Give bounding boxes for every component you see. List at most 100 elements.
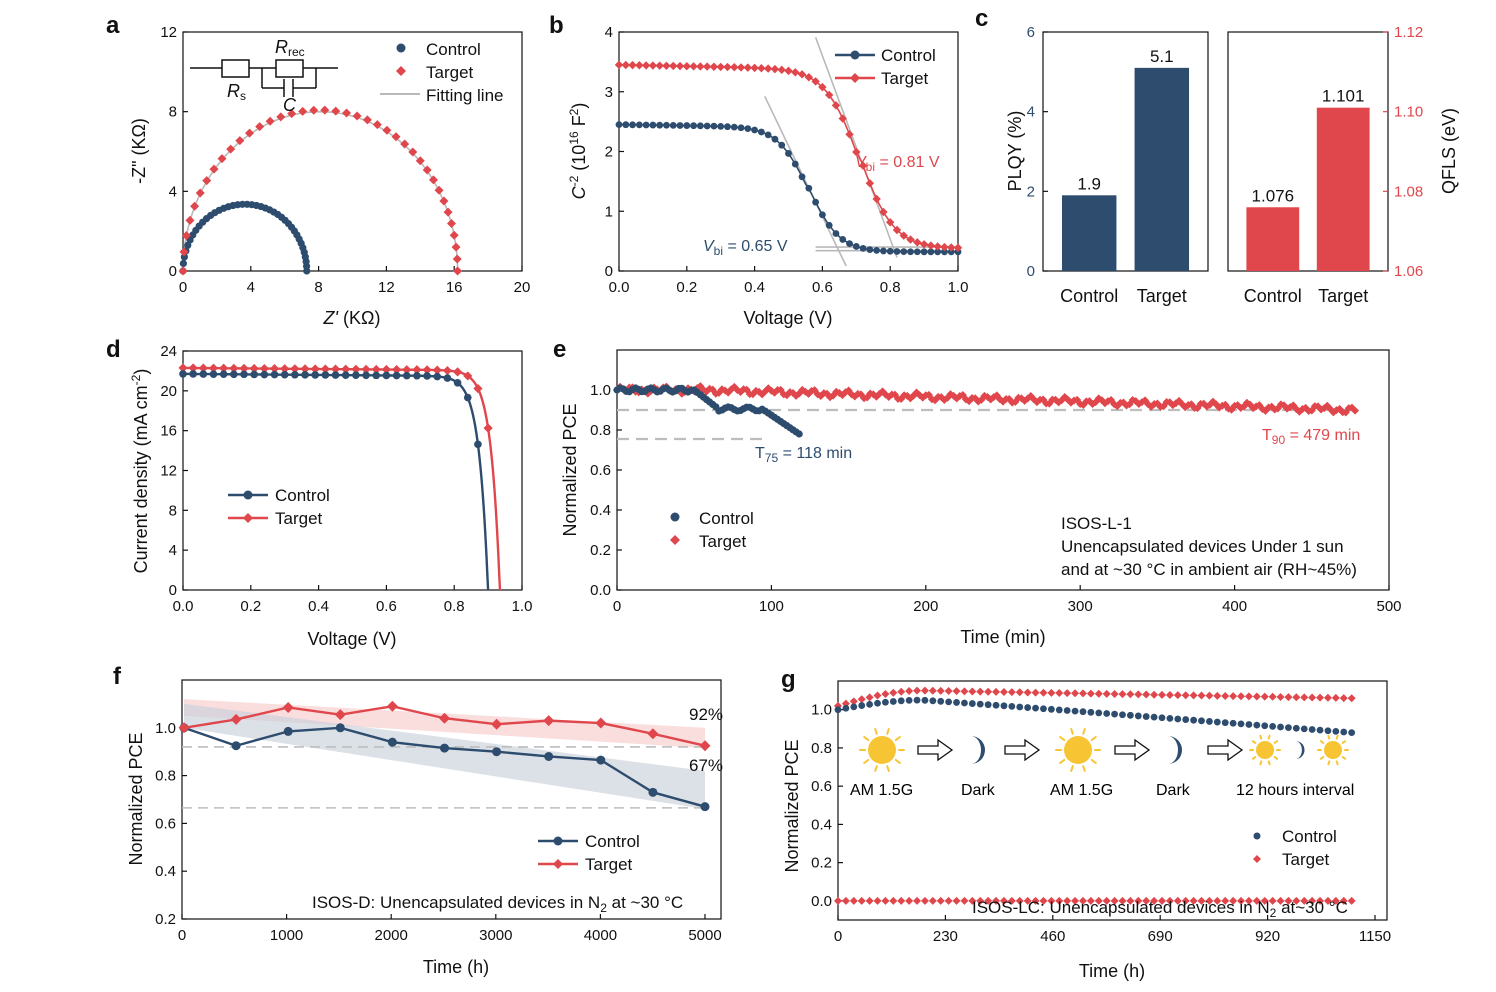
data-point-target-dark [1189,896,1198,905]
data-point-target-dark [1221,896,1230,905]
circuit-label-rrec: Rrec [275,37,305,59]
equivalent-circuit-diagram [190,59,338,97]
y-tick-label: 0 [1027,263,1035,280]
panel-c: c 0 2 4 6 1.9 Control 5.1 Target 1.06 1.08 1.10 1.… [975,5,1459,306]
data-point-control [352,371,360,380]
bar-left-target [1134,67,1190,271]
data-point-target [857,695,866,704]
t75-label: T75 = 118 min [755,445,852,465]
data-point-control [696,122,704,130]
arrow-icon [1114,738,1151,762]
data-point-control [649,121,657,129]
data-point-target [1284,693,1293,702]
data-point-control [905,696,913,704]
data-point-target [968,687,977,696]
data-point-target [371,364,381,375]
data-point-control [947,248,955,256]
y-tick-label: 16 [160,423,177,440]
data-point-target [1173,691,1182,700]
data-point-target [330,364,341,374]
data-point-control [1292,724,1300,732]
data-point-target-dark [960,896,969,905]
cycle-label-3: AM 1.5G [1050,782,1113,799]
data-point-control [622,121,630,129]
data-point-target-dark [1181,896,1190,905]
data-point-target [452,367,463,377]
data-point-target [1316,693,1325,702]
data-point-target [208,363,219,373]
data-point-target [249,363,259,374]
data-point-target [906,235,915,244]
x-tick-label: 0 [834,928,842,945]
y-tick-label: 1.10 [1394,104,1423,121]
data-point-target [451,242,461,252]
data-point-target [422,365,432,375]
data-point-control [1316,726,1324,734]
data-point-control [953,699,960,706]
data-point-control [219,370,228,379]
y-tick-label: 4 [169,183,177,200]
data-point-target [881,690,890,699]
legend-target-label: Target [1282,850,1330,869]
data-point-target [245,128,255,138]
data-point-target [852,147,861,157]
x-tick-label: 500 [1376,598,1401,615]
data-point-control [1237,720,1245,728]
data-point-target [865,693,874,702]
data-point-target [699,740,711,752]
y-tick-label: 1.08 [1394,183,1423,200]
target-end-label: 92% [689,705,723,724]
data-point-control [1103,710,1111,717]
data-point-control [785,150,792,157]
data-point-control [230,370,238,379]
panel-e-xlabel: Time (min) [960,627,1045,647]
data-point-target-dark [1268,896,1277,905]
x-tick-label: 0 [179,279,187,296]
data-point-control [443,374,452,382]
data-point-control [1040,705,1047,713]
legend-target-label: Target [275,509,323,528]
data-point-target [953,243,963,252]
panel-c-left-frame [1042,31,1209,272]
data-point-target [1086,689,1095,698]
data-point-target [185,215,195,225]
y-tick-label: 12 [160,24,177,41]
sun-icon [1249,734,1281,766]
data-point-target [1150,690,1159,699]
bar-value-label: 1.076 [1252,186,1295,205]
data-point-control [832,230,840,237]
data-point-target [944,687,953,696]
data-point-control [596,755,606,765]
data-point-target [195,188,205,198]
data-point-control [189,370,197,378]
data-point-control [907,248,914,256]
data-point-target-dark [1173,896,1182,905]
x-tick-label: 16 [446,279,463,296]
data-point-target-dark [999,896,1008,905]
data-point-control [751,126,758,134]
y-tick-label: 2 [1027,183,1035,200]
y-tick-label: 0.4 [590,502,611,519]
data-point-control [929,697,937,705]
data-point-target [976,687,985,696]
data-point-target-dark [928,896,937,905]
x-tick-label: 20 [514,279,531,296]
data-point-target-dark [873,896,882,905]
data-point-target [259,363,269,374]
data-point-control [1150,713,1158,721]
data-point-target [628,60,637,70]
x-tick-label: 0.0 [609,279,630,296]
data-point-control [886,247,894,255]
data-point-control [805,184,813,192]
data-point-target-dark [1205,896,1214,905]
data-point-target [300,364,310,374]
t90-label: T90 = 479 min [1262,427,1360,447]
y-tick-label: 3 [605,84,613,101]
data-point-control [180,253,188,261]
x-tick-label: 12 [378,279,395,296]
panel-a-frame [182,31,523,272]
data-point-control [839,236,847,243]
data-point-target [235,136,245,146]
data-point-target [1300,693,1309,702]
data-point-control [825,221,833,229]
